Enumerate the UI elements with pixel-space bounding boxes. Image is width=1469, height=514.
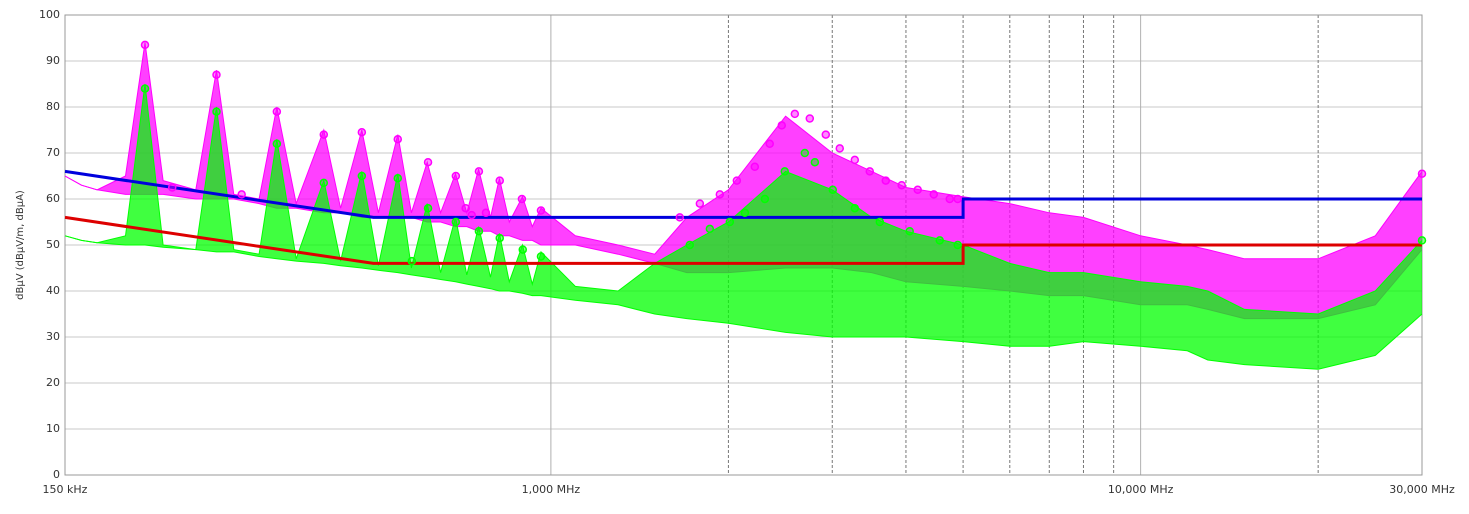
- y-tick-label: 30: [46, 330, 60, 343]
- peak-marker: [810, 157, 820, 167]
- peak-marker: [474, 167, 484, 176]
- y-tick-label: 40: [46, 284, 60, 297]
- peak-marker: [945, 194, 954, 204]
- x-tick-label: 30,000 MHz: [1389, 483, 1455, 496]
- peak-marker: [272, 107, 282, 116]
- peak-marker: [740, 208, 750, 218]
- peak-marker: [865, 167, 875, 176]
- peak-marker: [715, 190, 725, 199]
- peak-marker: [953, 194, 962, 204]
- peak-marker: [725, 217, 735, 227]
- y-tick-label: 90: [46, 54, 60, 67]
- peak-marker: [850, 203, 860, 213]
- peak-marker: [212, 70, 221, 80]
- peak-marker: [953, 240, 962, 250]
- x-tick-label: 150 kHz: [43, 483, 88, 496]
- peak-marker: [495, 176, 504, 185]
- peak-marker: [875, 217, 885, 227]
- peak-marker: [140, 84, 150, 93]
- peak-marker: [423, 157, 433, 167]
- peak-marker: [732, 176, 742, 185]
- y-tick-label: 20: [46, 376, 60, 389]
- peak-marker: [451, 217, 461, 227]
- peak-marker: [319, 178, 329, 188]
- peak-marker: [765, 139, 774, 149]
- y-tick-label: 70: [46, 146, 60, 159]
- peak-marker: [695, 199, 705, 208]
- peak-marker: [357, 171, 367, 181]
- peak-marker: [451, 171, 461, 181]
- peak-marker: [536, 252, 546, 261]
- peak-marker: [935, 236, 944, 245]
- limit-line: [64, 169, 1422, 219]
- peak-marker: [805, 114, 815, 123]
- peak-marker: [319, 130, 329, 139]
- peak-marker: [518, 245, 528, 254]
- peak-marker: [685, 240, 695, 250]
- peak-marker: [212, 107, 221, 116]
- peak-marker: [828, 185, 838, 195]
- peak-marker: [407, 256, 417, 266]
- peak-marker: [790, 109, 800, 119]
- peak-marker: [357, 128, 367, 137]
- peak-marker: [835, 144, 845, 153]
- peak-marker: [272, 139, 282, 149]
- peak-marker: [140, 40, 150, 50]
- peak-marker: [167, 183, 177, 192]
- peak-marker: [750, 162, 760, 172]
- limit-line: [64, 215, 1422, 265]
- peak-marker: [905, 226, 914, 236]
- peak-marker: [467, 210, 476, 220]
- peak-marker: [913, 185, 922, 195]
- y-tick-label: 0: [53, 468, 60, 481]
- peak-marker: [495, 233, 504, 243]
- peak-marker: [481, 208, 491, 218]
- peak-marker: [474, 226, 484, 236]
- peak-marker: [850, 155, 860, 165]
- y-tick-label: 100: [39, 8, 60, 21]
- trace-band: [65, 42, 1422, 319]
- peak-marker: [929, 190, 939, 199]
- trace-lower: [64, 235, 1423, 370]
- y-tick-label: 10: [46, 422, 60, 435]
- peak-marker: [1417, 236, 1427, 245]
- x-tick-label: 10,000 MHz: [1108, 483, 1174, 496]
- peak-marker: [760, 194, 770, 204]
- trace-band: [65, 84, 1422, 370]
- peak-marker: [675, 213, 685, 222]
- peak-marker: [881, 176, 891, 185]
- peak-marker: [423, 203, 433, 213]
- trace: [64, 83, 1423, 315]
- trace: [64, 42, 1423, 260]
- y-tick-label: 80: [46, 100, 60, 113]
- peak-marker: [1417, 169, 1427, 178]
- peak-marker: [393, 174, 403, 183]
- peak-marker: [393, 134, 403, 144]
- peak-marker: [517, 194, 527, 204]
- y-tick-label: 60: [46, 192, 60, 205]
- peak-marker: [536, 206, 546, 215]
- peak-marker: [897, 180, 906, 190]
- x-tick-label: 1,000 MHz: [522, 483, 581, 496]
- peak-marker: [800, 148, 810, 158]
- peak-marker: [777, 121, 786, 130]
- y-tick-label: 50: [46, 238, 60, 251]
- peak-marker: [780, 167, 789, 176]
- y-axis-label: dBµV (dBµV/m, dBµA): [15, 190, 26, 300]
- peak-marker: [237, 190, 246, 199]
- peak-marker: [705, 224, 715, 234]
- peak-marker: [461, 203, 470, 213]
- peak-marker: [821, 130, 831, 139]
